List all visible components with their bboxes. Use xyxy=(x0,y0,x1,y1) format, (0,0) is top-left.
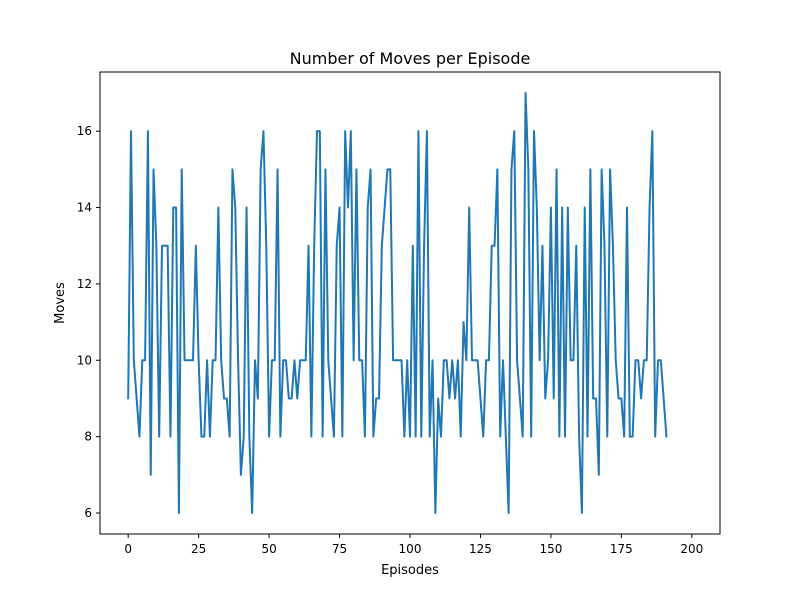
x-tick-label: 25 xyxy=(191,542,206,556)
plot-frame xyxy=(99,71,721,535)
y-tick-label: 12 xyxy=(77,277,92,291)
plot-area xyxy=(127,92,668,514)
y-tick-label: 6 xyxy=(84,506,92,520)
y-axis-label: Moves xyxy=(53,282,68,324)
y-axis-ticks: 6 8 10 12 14 16 xyxy=(77,124,100,520)
y-tick-label: 14 xyxy=(77,201,92,215)
x-tick-label: 125 xyxy=(469,542,492,556)
x-tick-label: 150 xyxy=(539,542,562,556)
y-tick-label: 16 xyxy=(77,124,92,138)
x-tick-label: 0 xyxy=(124,542,132,556)
x-tick-label: 75 xyxy=(332,542,347,556)
x-tick-label: 200 xyxy=(680,542,703,556)
x-axis-label: Episodes xyxy=(381,563,439,578)
y-tick-label: 8 xyxy=(84,430,92,444)
x-tick-label: 50 xyxy=(261,542,276,556)
series-line-0 xyxy=(127,92,668,514)
x-tick-label: 175 xyxy=(610,542,633,556)
x-tick-label: 100 xyxy=(399,542,422,556)
chart-title: Number of Moves per Episode xyxy=(290,49,531,68)
x-axis-ticks: 0 25 50 75 100 125 150 175 200 xyxy=(124,534,703,556)
y-tick-label: 10 xyxy=(77,353,92,367)
